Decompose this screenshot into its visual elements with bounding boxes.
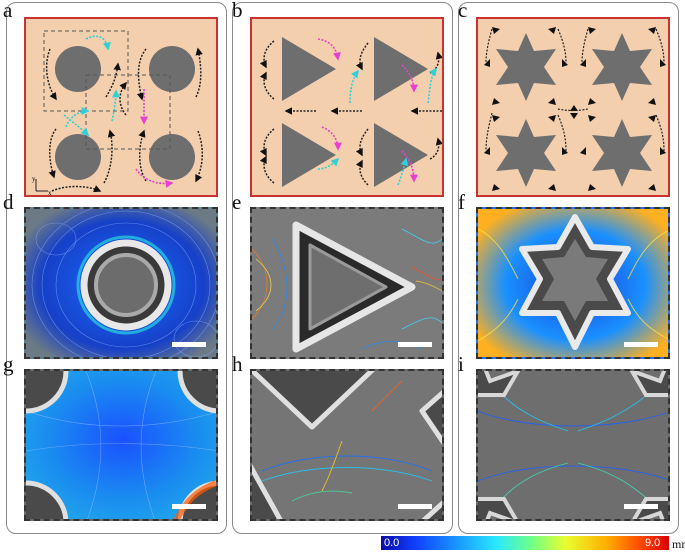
obstacle-triangle bbox=[374, 37, 428, 101]
colorbar-min-label: 0.0 bbox=[384, 537, 400, 549]
scale-bar bbox=[398, 342, 432, 347]
schematic-circles: y x bbox=[24, 17, 218, 197]
micrograph-triangle-array bbox=[250, 369, 444, 521]
panel-label-f: f bbox=[458, 190, 465, 214]
obstacle-star bbox=[496, 119, 556, 187]
micrograph-star-single bbox=[476, 207, 670, 359]
micrograph-circle-single bbox=[24, 207, 218, 359]
obstacle-star bbox=[592, 119, 652, 187]
panel-label-h: h bbox=[232, 352, 243, 376]
scale-bar bbox=[172, 342, 206, 347]
panel-label-a: a bbox=[3, 0, 13, 22]
obstacle-circle bbox=[149, 134, 195, 180]
column-circles: y x bbox=[6, 2, 227, 534]
svg-text:x: x bbox=[48, 189, 52, 197]
panel-label-i: i bbox=[458, 352, 464, 376]
panel-label-c: c bbox=[458, 0, 468, 22]
colorbar-max-label: 9.0 bbox=[645, 537, 661, 549]
panel-label-b: b bbox=[232, 0, 243, 22]
column-triangles bbox=[232, 2, 453, 534]
panel-label-d: d bbox=[3, 190, 14, 214]
obstacle-circle bbox=[55, 46, 101, 92]
svg-text:y: y bbox=[32, 175, 36, 183]
scale-bar bbox=[624, 504, 658, 509]
obstacle-triangle bbox=[374, 123, 428, 187]
panel-label-e: e bbox=[232, 190, 242, 214]
axes-icon bbox=[35, 179, 48, 192]
micrograph-triangle-single bbox=[250, 207, 444, 359]
obstacle-star bbox=[592, 33, 652, 101]
velocity-colorbar bbox=[381, 536, 669, 550]
panel-label-g: g bbox=[3, 352, 14, 376]
colorbar-unit-label: mm/s bbox=[672, 537, 685, 551]
schematic-triangles bbox=[250, 17, 444, 197]
micrograph-star-array bbox=[476, 369, 670, 521]
micrograph-circle-array bbox=[24, 369, 218, 521]
schematic-stars bbox=[476, 17, 670, 197]
column-stars bbox=[458, 2, 679, 534]
obstacle-triangle bbox=[282, 37, 336, 101]
scale-bar bbox=[398, 504, 432, 509]
obstacle-star bbox=[496, 33, 556, 101]
obstacle-circle bbox=[149, 46, 195, 92]
scale-bar bbox=[624, 342, 658, 347]
scale-bar bbox=[172, 504, 206, 509]
obstacle-triangle bbox=[282, 123, 336, 187]
obstacle-circle bbox=[55, 134, 101, 180]
